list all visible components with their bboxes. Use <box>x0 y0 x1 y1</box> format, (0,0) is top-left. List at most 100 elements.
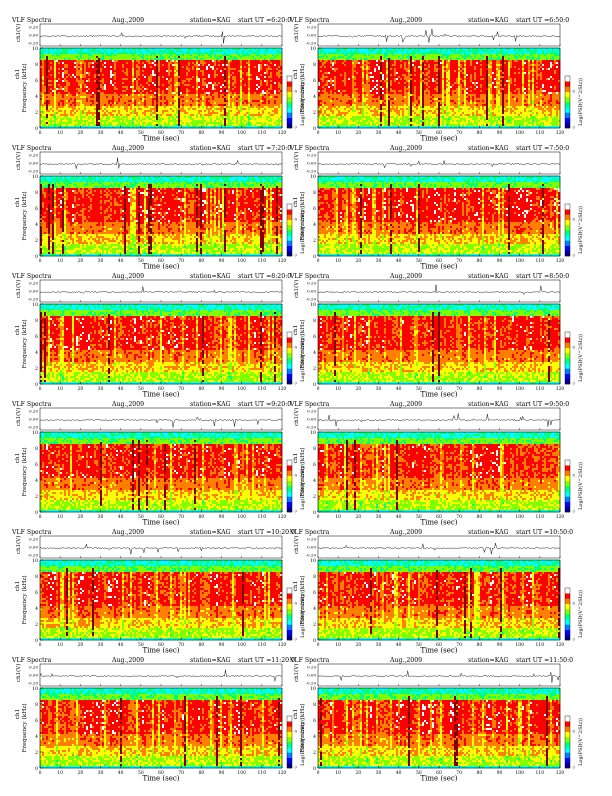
time-tick-label: 10 <box>57 514 63 520</box>
channel-label: ch1 <box>15 709 21 720</box>
spectrogram-heatmap <box>318 176 560 256</box>
freq-tick-label: 4 <box>313 478 316 484</box>
header-start: start UT =11:50:0 <box>516 657 573 664</box>
spectrogram-panel: VLF Spectra Aug.,2009 station=KAG start UT … <box>289 273 584 399</box>
time-tick-label: 10 <box>335 642 341 648</box>
waveform-tick-label: 0.20 <box>29 153 38 158</box>
header-start: start UT =6:20:0 <box>238 17 291 24</box>
time-tick-label: 80 <box>476 642 482 648</box>
freq-tick-label: 4 <box>313 734 316 740</box>
time-tick-label: 20 <box>77 386 83 392</box>
waveform-frame <box>318 280 560 302</box>
waveform-frame <box>40 24 282 46</box>
freq-tick-label: 8 <box>35 574 38 580</box>
waveform-tick-label: 0.00 <box>307 673 316 678</box>
time-tick-label: 40 <box>396 258 402 264</box>
time-tick-label: 110 <box>258 514 267 520</box>
colorbar-tick-label: -5 <box>294 730 298 734</box>
time-tick-label: 90 <box>219 258 225 264</box>
header-date: Aug.,2009 <box>389 273 422 280</box>
header-start: start UT =9:50:0 <box>516 401 569 408</box>
colorbar-label: Log(PSD(V^2/Hz)) <box>577 590 584 638</box>
waveform-tick-label: 0.00 <box>29 33 38 38</box>
colorbar-tick-label: -5 <box>294 218 298 222</box>
spectrogram-heatmap <box>318 304 560 384</box>
time-tick-label: 100 <box>515 386 524 392</box>
colorbar-tick-label: -7 <box>294 254 298 258</box>
time-tick-label: 20 <box>77 514 83 520</box>
freq-tick-label: 6 <box>35 718 38 724</box>
time-tick-label: 80 <box>198 386 204 392</box>
spectrogram-panel: VLF Spectra Aug.,2009 station=KAG start UT … <box>11 17 306 143</box>
spectrogram-panel: VLF Spectra Aug.,2009 station=KAG start UT … <box>289 529 584 655</box>
waveform-tick-label: 0.20 <box>29 281 38 286</box>
spectrogram-panel: VLF Spectra Aug.,2009 station=KAG start UT … <box>11 657 306 783</box>
time-tick-label: 90 <box>219 386 225 392</box>
freq-tick-label: 10 <box>310 302 316 308</box>
time-tick-label: 110 <box>536 258 545 264</box>
freq-tick-label: 6 <box>313 462 316 468</box>
waveform-ylabel: ch1(V) <box>15 280 22 298</box>
time-tick-label: 30 <box>376 514 382 520</box>
time-tick-label: 110 <box>258 386 267 392</box>
header-date: Aug.,2009 <box>111 529 144 536</box>
time-tick-label: 40 <box>396 130 402 136</box>
time-tick-label: 20 <box>355 258 361 264</box>
time-tick-label: 10 <box>57 386 63 392</box>
waveform-frame <box>318 152 560 174</box>
spectra-figure: VLF Spectra Aug.,2009 station=KAG start UT … <box>0 0 612 792</box>
freq-tick-label: 2 <box>313 622 316 628</box>
freq-tick-label: 10 <box>310 558 316 564</box>
colorbar <box>565 76 570 128</box>
freq-tick-label: 2 <box>35 110 38 116</box>
header-label: VLF Spectra <box>11 529 52 536</box>
header-start: start UT =6:50:0 <box>516 17 569 24</box>
freq-axis-label: Frequency (kHz) <box>299 191 306 240</box>
spectrogram-heatmap <box>318 560 560 640</box>
time-tick-label: 20 <box>77 770 83 776</box>
spectrogram-heatmap <box>40 432 282 512</box>
waveform-tick-label: 0.20 <box>29 409 38 414</box>
time-tick-label: 30 <box>376 258 382 264</box>
header-station: station=KAG <box>468 529 509 536</box>
spectrogram-heatmap <box>40 560 282 640</box>
freq-axis-label: Frequency (kHz) <box>21 319 28 368</box>
freq-tick-label: 6 <box>35 462 38 468</box>
freq-tick-label: 8 <box>313 574 316 580</box>
time-axis-label: Time (sec) <box>420 263 457 271</box>
waveform-tick-label: 0.20 <box>307 281 316 286</box>
time-tick-label: 10 <box>57 770 63 776</box>
freq-tick-label: 2 <box>313 366 316 372</box>
header-start: start UT =8:20:0 <box>238 273 291 280</box>
time-axis-label: Time (sec) <box>420 647 457 655</box>
colorbar-tick-label: -5 <box>572 602 576 606</box>
time-axis-label: Time (sec) <box>142 647 179 655</box>
channel-label: ch1 <box>293 453 299 464</box>
time-tick-label: 40 <box>118 258 124 264</box>
colorbar-tick-label: -7 <box>294 638 298 642</box>
waveform-ylabel: ch1(V) <box>293 24 300 42</box>
freq-tick-label: 6 <box>313 78 316 84</box>
time-tick-label: 0 <box>317 386 320 392</box>
time-tick-label: 40 <box>118 386 124 392</box>
colorbar-tick-label: -5 <box>294 474 298 478</box>
header-date: Aug.,2009 <box>111 145 144 152</box>
colorbar-tick-label: -5 <box>572 218 576 222</box>
waveform-tick-label: -0.20 <box>28 425 39 430</box>
waveform-ylabel: ch1(V) <box>293 408 300 426</box>
time-tick-label: 110 <box>536 130 545 136</box>
time-tick-label: 120 <box>556 258 565 264</box>
time-tick-label: 10 <box>57 130 63 136</box>
spectrogram-panel: VLF Spectra Aug.,2009 station=KAG start UT … <box>289 401 584 527</box>
time-tick-label: 30 <box>376 130 382 136</box>
time-axis-label: Time (sec) <box>142 263 179 271</box>
header-label: VLF Spectra <box>289 145 330 152</box>
freq-tick-label: 4 <box>313 606 316 612</box>
colorbar-label: Log(PSD(V^2/Hz)) <box>577 206 584 254</box>
freq-tick-label: 4 <box>35 94 38 100</box>
waveform-tick-label: 0.00 <box>307 161 316 166</box>
time-tick-label: 80 <box>476 386 482 392</box>
waveform-frame <box>40 280 282 302</box>
spectrogram-heatmap <box>40 304 282 384</box>
colorbar-tick-label: -7 <box>572 638 576 642</box>
